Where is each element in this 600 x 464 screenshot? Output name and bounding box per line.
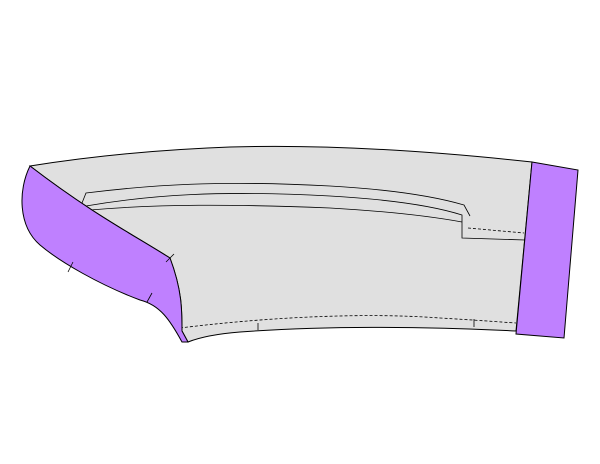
notch-mark [67, 261, 74, 273]
notch-mark [165, 253, 175, 263]
inner-construction-line-inner [85, 193, 526, 241]
inner-construction-line-lower [89, 204, 463, 223]
curved-side-band-piece [21, 165, 189, 343]
seam-line-bottom [179, 315, 517, 329]
notch-mark [146, 292, 153, 303]
end-cuff-band-piece [515, 161, 579, 339]
inner-construction-line-outer [81, 182, 471, 217]
seam-line-upper-right [467, 227, 525, 234]
